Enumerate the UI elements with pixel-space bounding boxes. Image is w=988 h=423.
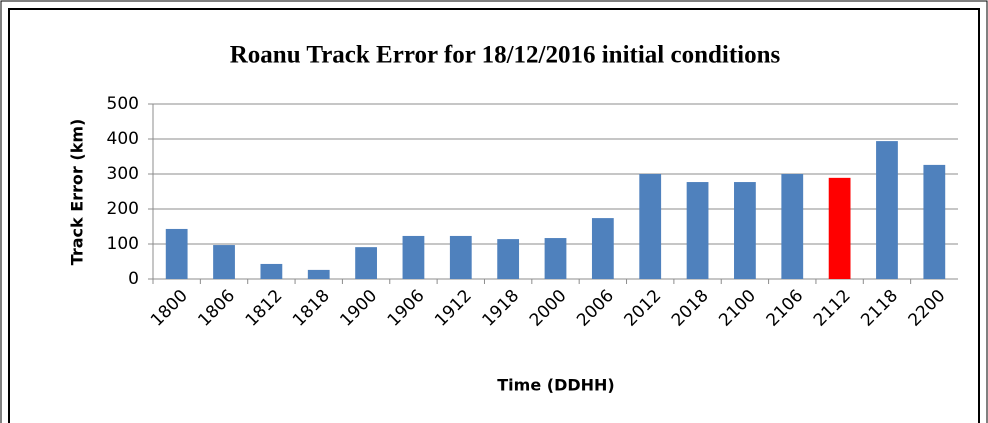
y-tick-label: 100 [107,234,139,254]
bar [307,269,330,279]
bar [544,238,567,279]
y-tick-label: 0 [128,269,139,289]
bar [213,245,235,279]
bar [639,174,662,279]
bar [734,182,756,279]
bar [260,263,283,279]
bar [449,235,472,279]
bar [923,164,946,279]
y-tick-label: 300 [107,164,139,184]
y-axis-title: Track Error (km) [68,119,87,266]
bar [355,247,377,279]
bar [876,141,898,279]
x-axis-title: Time (DDHH) [497,376,614,395]
y-tick-label: 200 [107,199,139,219]
y-tick-label: 500 [107,94,139,114]
y-tick-label: 400 [107,129,139,149]
bar [781,174,804,279]
bar [165,228,188,279]
bar [591,218,614,279]
bar [497,239,520,279]
chart-title: Roanu Track Error for 18/12/2016 initial… [230,42,781,69]
bar [402,235,425,279]
bar [686,182,709,279]
chart-frame [8,8,980,423]
bar [828,177,851,279]
